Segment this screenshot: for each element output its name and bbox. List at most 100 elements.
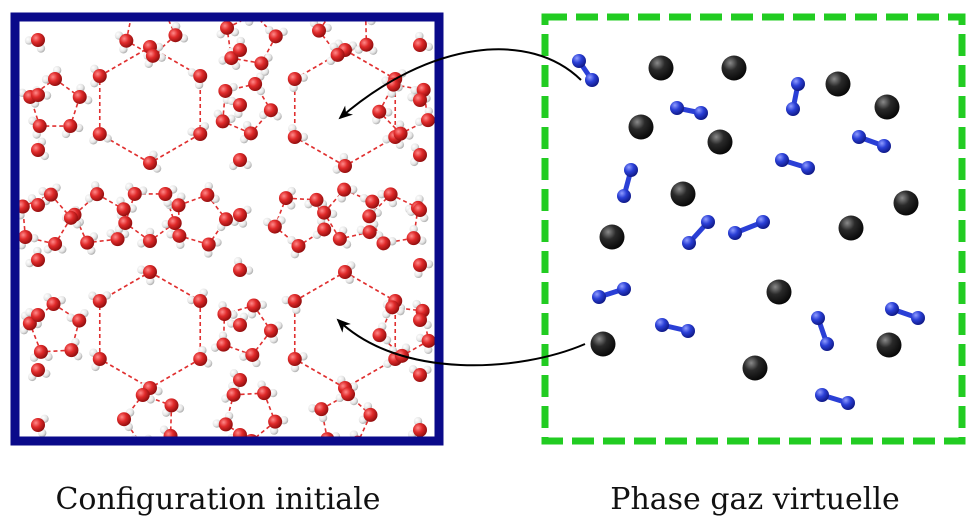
hydrogen-bond	[422, 89, 429, 121]
hydrogen-bond	[392, 306, 423, 312]
hydrogen-atom	[384, 108, 393, 117]
hydrogen-bond	[250, 109, 272, 134]
oxygen-atom	[158, 186, 173, 201]
oxygen-atom	[393, 126, 408, 141]
hydrogen-bond	[223, 343, 253, 356]
guest-molecule-atom	[585, 73, 599, 87]
oxygen-atom	[92, 352, 107, 366]
hydrogen-bond	[29, 78, 56, 98]
oxygen-atom	[268, 414, 283, 429]
gas-particles	[572, 54, 925, 410]
oxygen-atom	[119, 33, 134, 48]
hydrogen-bond	[274, 197, 287, 227]
hydrogen-bond	[99, 46, 151, 77]
hydrogen-bond	[96, 193, 125, 210]
hydrogen-bond	[54, 217, 72, 245]
hydrogen-bond	[224, 304, 254, 315]
hydrogen-bond	[364, 17, 368, 45]
hydrogen-bond	[400, 119, 429, 135]
hydrogen-bond	[99, 133, 151, 164]
hydrogen-bond	[320, 393, 349, 410]
hydrogen-bond	[357, 414, 372, 441]
oh-bond	[132, 4, 138, 11]
hydrogen-bond	[320, 408, 329, 440]
oxygen-atom	[72, 89, 87, 104]
hydrogen-bond	[254, 83, 272, 111]
hydrogen-bond	[378, 307, 393, 336]
guest-atom	[721, 55, 747, 81]
guest-molecule-atom	[877, 139, 891, 153]
oxygen-atom	[267, 219, 282, 234]
hydrogen-bond	[233, 392, 265, 396]
guest-molecule-atom	[728, 226, 742, 240]
hydrogen-bond	[54, 78, 81, 98]
oxygen-atom	[46, 297, 61, 312]
oxygen-atom	[200, 188, 215, 203]
guest-molecule-atom	[701, 215, 715, 229]
oxygen-atom	[291, 238, 306, 253]
oxygen-atom	[143, 265, 157, 279]
oxygen-atom	[341, 387, 356, 402]
guest-molecule-atom	[682, 236, 696, 250]
hydrogen-atom	[41, 75, 51, 84]
oxygen-atom	[278, 191, 293, 206]
oxygen-atom	[413, 93, 427, 107]
hydrogen-bond	[337, 43, 367, 56]
hydrogen-atom	[236, 36, 245, 46]
hydrogen-bonds	[21, 17, 430, 441]
hydrogen-bond	[222, 120, 252, 135]
oxygen-atom	[226, 387, 241, 402]
hydrogen-bond	[368, 193, 392, 217]
oxygen-atom	[421, 333, 436, 348]
hydrogen-bond	[222, 314, 226, 345]
hydrogen-atom	[150, 4, 158, 12]
hydrogen-bond	[124, 222, 151, 242]
hydrogen-bond	[401, 340, 430, 357]
hydrogen-bond	[125, 40, 154, 57]
hydrogen-bond	[344, 271, 396, 302]
guest-atom	[876, 332, 902, 358]
hydrogen-atom	[33, 246, 42, 256]
guest-molecule-atom	[911, 311, 925, 325]
oxygen-atom	[215, 114, 230, 129]
hydrogen-atom	[290, 363, 300, 373]
oxygen-atom	[338, 159, 352, 173]
oxygen-atom	[413, 203, 427, 217]
oxygen-atom	[385, 300, 400, 315]
oxygen-atom	[167, 216, 182, 231]
hydrogen-bond	[393, 83, 424, 91]
hydrogen-bond	[29, 96, 41, 127]
virtual-gas-phase-panel	[541, 13, 966, 445]
hydrogen-atom	[299, 132, 308, 142]
hydrogen-bond	[323, 189, 345, 214]
transfer-arrow-lower	[336, 318, 586, 367]
oxygen-atom	[254, 56, 269, 71]
oxygen-atom	[168, 28, 183, 43]
guest-molecule-atom	[655, 318, 669, 332]
hydrogen-bond	[152, 34, 177, 57]
hydrogen-bond	[343, 188, 373, 203]
hydrogen-bond	[25, 236, 56, 245]
hydrogen-bond	[298, 228, 325, 247]
guest-atom	[590, 331, 616, 357]
oxygen-atom	[92, 69, 107, 83]
oxygen-atom	[338, 265, 352, 279]
hydrogen-bond	[294, 358, 346, 389]
hydrogen-atom	[348, 185, 358, 194]
oxygen-atom	[156, 0, 170, 14]
hydrogen-bond	[149, 133, 201, 164]
hydrogen-bond	[40, 349, 72, 353]
oxygen-atom	[362, 225, 377, 240]
hydrogen-atom	[415, 31, 424, 41]
oxygen-atom	[145, 48, 160, 63]
oxygen-atom	[363, 407, 378, 422]
hydrogen-atom	[161, 0, 169, 3]
oxygen-atom	[31, 143, 45, 157]
hydrogen-atom	[258, 300, 267, 309]
oxygen-atom	[216, 337, 231, 352]
oxygen-atom	[233, 43, 247, 57]
hydrogen-atom	[229, 310, 238, 319]
hydrogen-bond	[412, 207, 419, 239]
guest-molecule-atom	[624, 163, 638, 177]
